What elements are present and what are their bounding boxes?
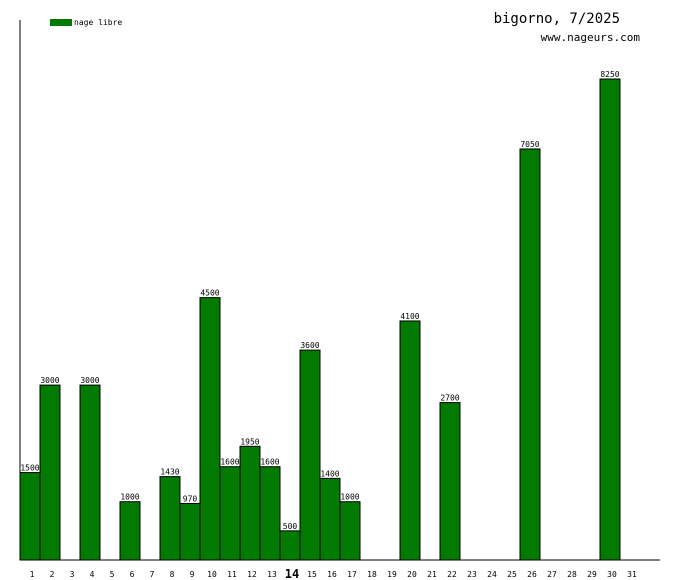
x-tick-12: 12 xyxy=(247,570,257,579)
data-label-day-11: 1600 xyxy=(220,458,239,467)
x-tick-5: 5 xyxy=(110,570,115,579)
bar-day-13 xyxy=(259,466,281,561)
data-label-day-4: 3000 xyxy=(80,376,99,385)
bar-day-10 xyxy=(199,297,221,561)
bar-day-30 xyxy=(599,78,621,561)
data-label-day-10: 4500 xyxy=(200,289,219,298)
bar-day-11 xyxy=(219,466,241,561)
x-tick-30: 30 xyxy=(607,570,617,579)
data-label-day-14: 500 xyxy=(283,522,298,531)
data-label-day-26: 7050 xyxy=(520,140,539,149)
site-url: www.nageurs.com xyxy=(541,31,641,44)
data-labels-group: 1500 3000 3000 1000 1430 970 4500 1600 1950 1600 5… xyxy=(20,70,619,531)
bar-day-26 xyxy=(519,148,541,561)
x-tick-25: 25 xyxy=(507,570,517,579)
bar-day-20 xyxy=(399,320,421,561)
x-tick-19: 19 xyxy=(387,570,397,579)
data-label-day-12: 1950 xyxy=(240,437,259,446)
x-tick-28: 28 xyxy=(567,570,577,579)
chart-title: bigorno, 7/2025 xyxy=(494,11,620,27)
x-tick-11: 11 xyxy=(227,570,237,579)
data-label-day-6: 1000 xyxy=(120,493,139,502)
x-tick-10: 10 xyxy=(207,570,217,579)
x-tick-14: 14 xyxy=(285,567,299,580)
x-tick-18: 18 xyxy=(367,570,377,579)
x-tick-22: 22 xyxy=(447,570,457,579)
data-label-day-8: 1430 xyxy=(160,468,179,477)
bar-day-2 xyxy=(39,384,61,561)
data-label-day-1: 1500 xyxy=(20,464,39,473)
data-label-day-30: 8250 xyxy=(600,70,619,79)
data-label-day-20: 4100 xyxy=(400,312,419,321)
data-label-day-9: 970 xyxy=(183,494,198,503)
x-tick-2: 2 xyxy=(50,570,55,579)
bar-day-6 xyxy=(119,501,141,561)
x-tick-20: 20 xyxy=(407,570,417,579)
data-label-day-13: 1600 xyxy=(260,458,279,467)
x-tick-26: 26 xyxy=(527,570,537,579)
bar-day-9 xyxy=(179,502,201,561)
x-tick-23: 23 xyxy=(467,570,477,579)
bar-day-22 xyxy=(439,402,461,561)
x-tick-16: 16 xyxy=(327,570,337,579)
x-tick-6: 6 xyxy=(130,570,135,579)
data-label-day-22: 2700 xyxy=(440,394,459,403)
data-label-day-16: 1400 xyxy=(320,469,339,478)
x-tick-labels: 1 2 3 4 5 6 7 8 9 10 11 12 13 14 15 16 17 18 19 20 21 22 23 24 2… xyxy=(30,567,637,580)
bar-day-16 xyxy=(319,477,341,561)
x-tick-27: 27 xyxy=(547,570,557,579)
bar-day-1 xyxy=(19,472,41,561)
bar-day-14 xyxy=(279,530,301,561)
x-tick-15: 15 xyxy=(307,570,317,579)
data-label-day-17: 1000 xyxy=(340,493,359,502)
bar-day-17 xyxy=(339,501,361,561)
bar-day-12 xyxy=(239,445,261,561)
data-label-day-2: 3000 xyxy=(40,376,59,385)
bar-day-4 xyxy=(79,384,101,561)
x-tick-21: 21 xyxy=(427,570,437,579)
x-tick-1: 1 xyxy=(30,570,35,579)
x-tick-31: 31 xyxy=(627,570,637,579)
x-tick-24: 24 xyxy=(487,570,497,579)
legend-swatch xyxy=(50,19,72,26)
x-tick-13: 13 xyxy=(267,570,277,579)
bar-day-15 xyxy=(299,349,321,561)
x-tick-8: 8 xyxy=(170,570,175,579)
bars-group xyxy=(19,78,621,561)
x-tick-9: 9 xyxy=(190,570,195,579)
legend-label: nage libre xyxy=(74,18,122,27)
x-tick-17: 17 xyxy=(347,570,357,579)
x-tick-7: 7 xyxy=(150,570,155,579)
bar-day-8 xyxy=(159,476,181,561)
x-tick-29: 29 xyxy=(587,570,597,579)
x-tick-3: 3 xyxy=(70,570,75,579)
x-tick-4: 4 xyxy=(90,570,95,579)
data-label-day-15: 3600 xyxy=(300,341,319,350)
